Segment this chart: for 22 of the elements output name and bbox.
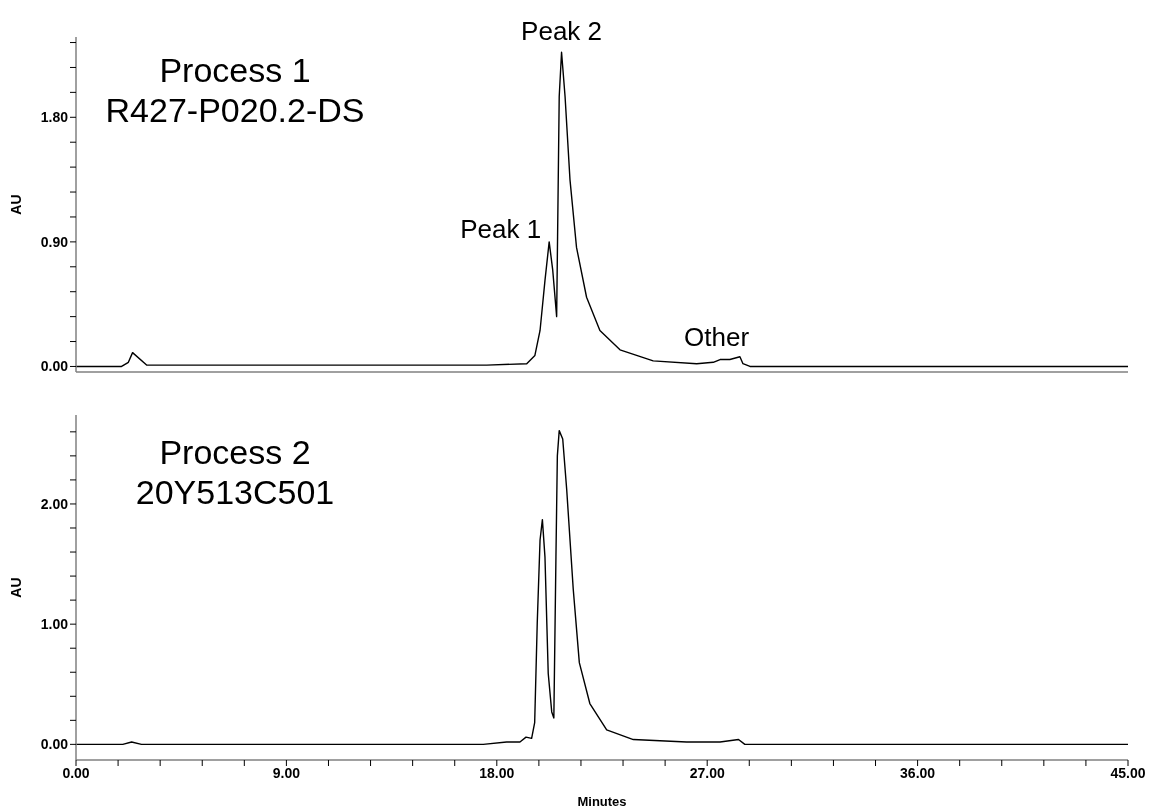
x-tick-label: 0.00 (62, 764, 90, 781)
x-tick-label: 18.00 (479, 764, 515, 781)
y-tick-label: 1.00 (40, 616, 69, 633)
y-tick-label: 0.00 (40, 358, 69, 375)
y-tick-label: 1.80 (40, 109, 69, 126)
x-tick-label: 9.00 (272, 764, 301, 781)
annotation: Peak 2 (521, 16, 603, 47)
x-tick-label: 36.00 (900, 764, 936, 781)
annotation: Process 2 (158, 432, 312, 472)
annotation: Process 1 (158, 50, 312, 90)
x-tick-label: 27.00 (689, 764, 725, 781)
y-tick-label: 0.00 (40, 736, 69, 753)
x-tick-label: 45.00 (1110, 764, 1146, 781)
y-tick-label: 2.00 (40, 495, 69, 512)
annotation: 20Y513C501 (134, 472, 336, 512)
y-axis-title: AU (7, 577, 24, 598)
y-tick-label: 0.90 (40, 233, 69, 250)
annotation: Peak 1 (460, 213, 542, 244)
annotation: Other (684, 321, 750, 352)
x-axis-title: Minutes (577, 794, 627, 809)
annotation: R427-P020.2-DS (104, 90, 366, 130)
y-axis-title: AU (7, 194, 24, 215)
